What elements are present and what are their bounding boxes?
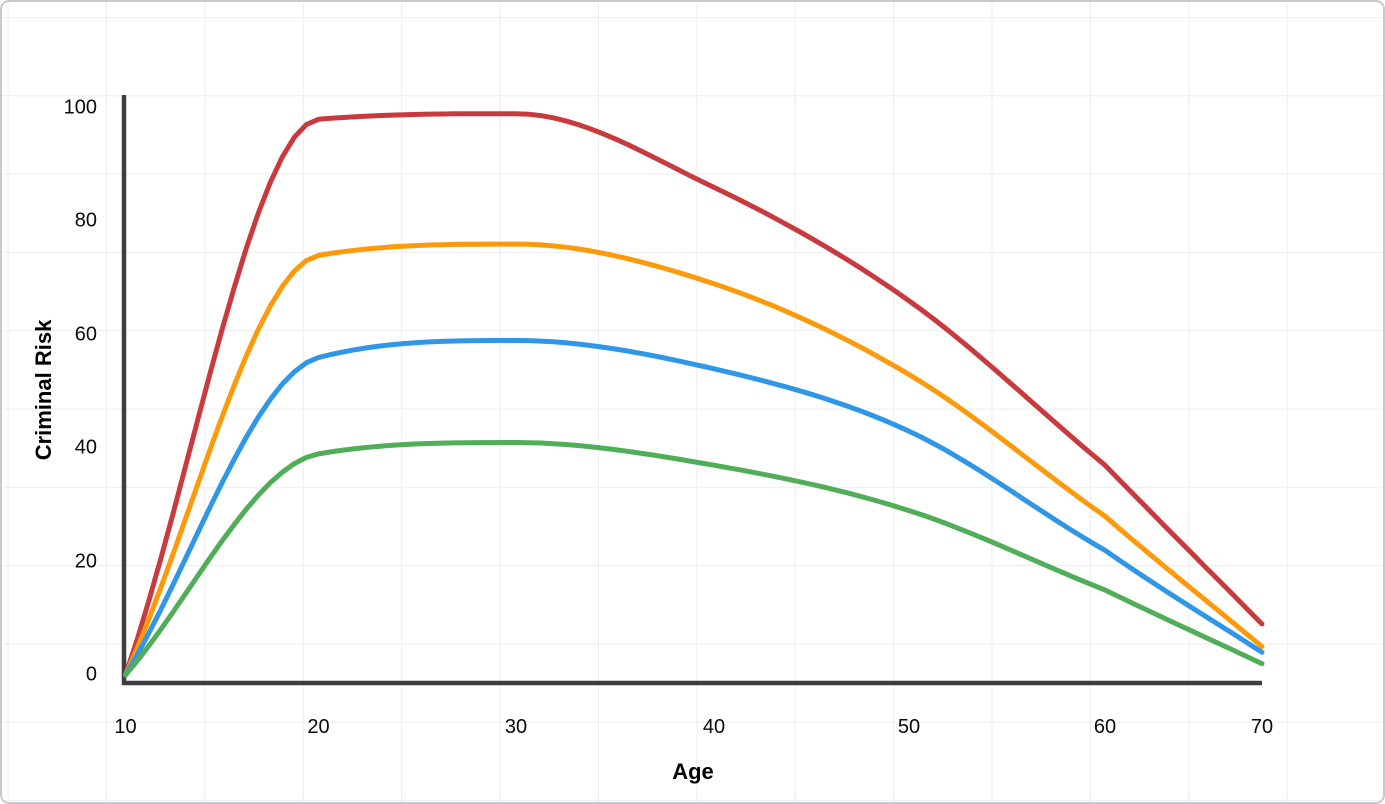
- x-tick-label-30: 30: [504, 716, 528, 738]
- series-line-orange: [123, 241, 1265, 678]
- x-axis-title: Age: [672, 759, 714, 784]
- series-line-red: [123, 111, 1265, 678]
- y-axis-title: Criminal Risk: [31, 319, 56, 461]
- series-line-blue: [123, 338, 1265, 678]
- x-tick-label-60: 60: [1093, 716, 1117, 738]
- y-tick-label-0: 0: [85, 663, 97, 686]
- x-tick-label-70: 70: [1250, 716, 1274, 738]
- y-tick-label-80: 80: [74, 209, 97, 232]
- y-tick-label-60: 60: [74, 323, 97, 346]
- y-tick-label-100: 100: [63, 96, 97, 119]
- x-tick-label-20: 20: [307, 716, 330, 738]
- y-tick-label-20: 20: [74, 550, 97, 573]
- y-tick-label-40: 40: [74, 436, 97, 459]
- x-tick-label-50: 50: [897, 716, 921, 738]
- x-tick-label-40: 40: [702, 716, 726, 738]
- x-tick-label-10: 10: [114, 716, 137, 738]
- series-line-green: [123, 440, 1265, 678]
- axes-lines: [121, 95, 1262, 686]
